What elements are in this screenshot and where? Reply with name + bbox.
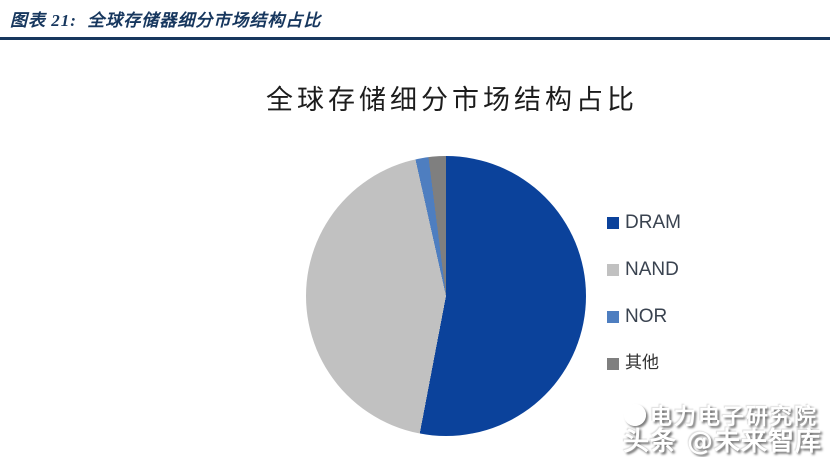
chart-title: 全球存储细分市场结构占比 (266, 85, 638, 116)
legend-item-other: 其他 (607, 353, 681, 374)
watermark-line1-text: 电力电子研究院 (649, 405, 818, 430)
chart-legend: DRAM NAND NOR 其他 (607, 212, 681, 400)
legend-label-dram: DRAM (625, 212, 681, 233)
legend-item-dram: DRAM (607, 212, 681, 233)
watermark-line2: 头条 @未来智库 (622, 427, 822, 457)
legend-label-other: 其他 (625, 353, 659, 373)
legend-swatch-nor (607, 310, 619, 323)
legend-item-nand: NAND (607, 259, 681, 280)
figure-caption: 图表 21: 全球存储器细分市场结构占比 (10, 11, 322, 30)
legend-swatch-nand (607, 263, 619, 276)
legend-label-nor: NOR (625, 306, 668, 327)
power-circle-logo-icon (623, 404, 646, 426)
header-divider (0, 37, 830, 40)
pie-chart (306, 156, 586, 436)
legend-swatch-dram (607, 216, 619, 229)
legend-swatch-other (607, 357, 619, 370)
legend-item-nor: NOR (607, 306, 681, 327)
legend-label-nand: NAND (625, 259, 679, 280)
watermark-line1: 电力电子研究院 (623, 399, 818, 431)
